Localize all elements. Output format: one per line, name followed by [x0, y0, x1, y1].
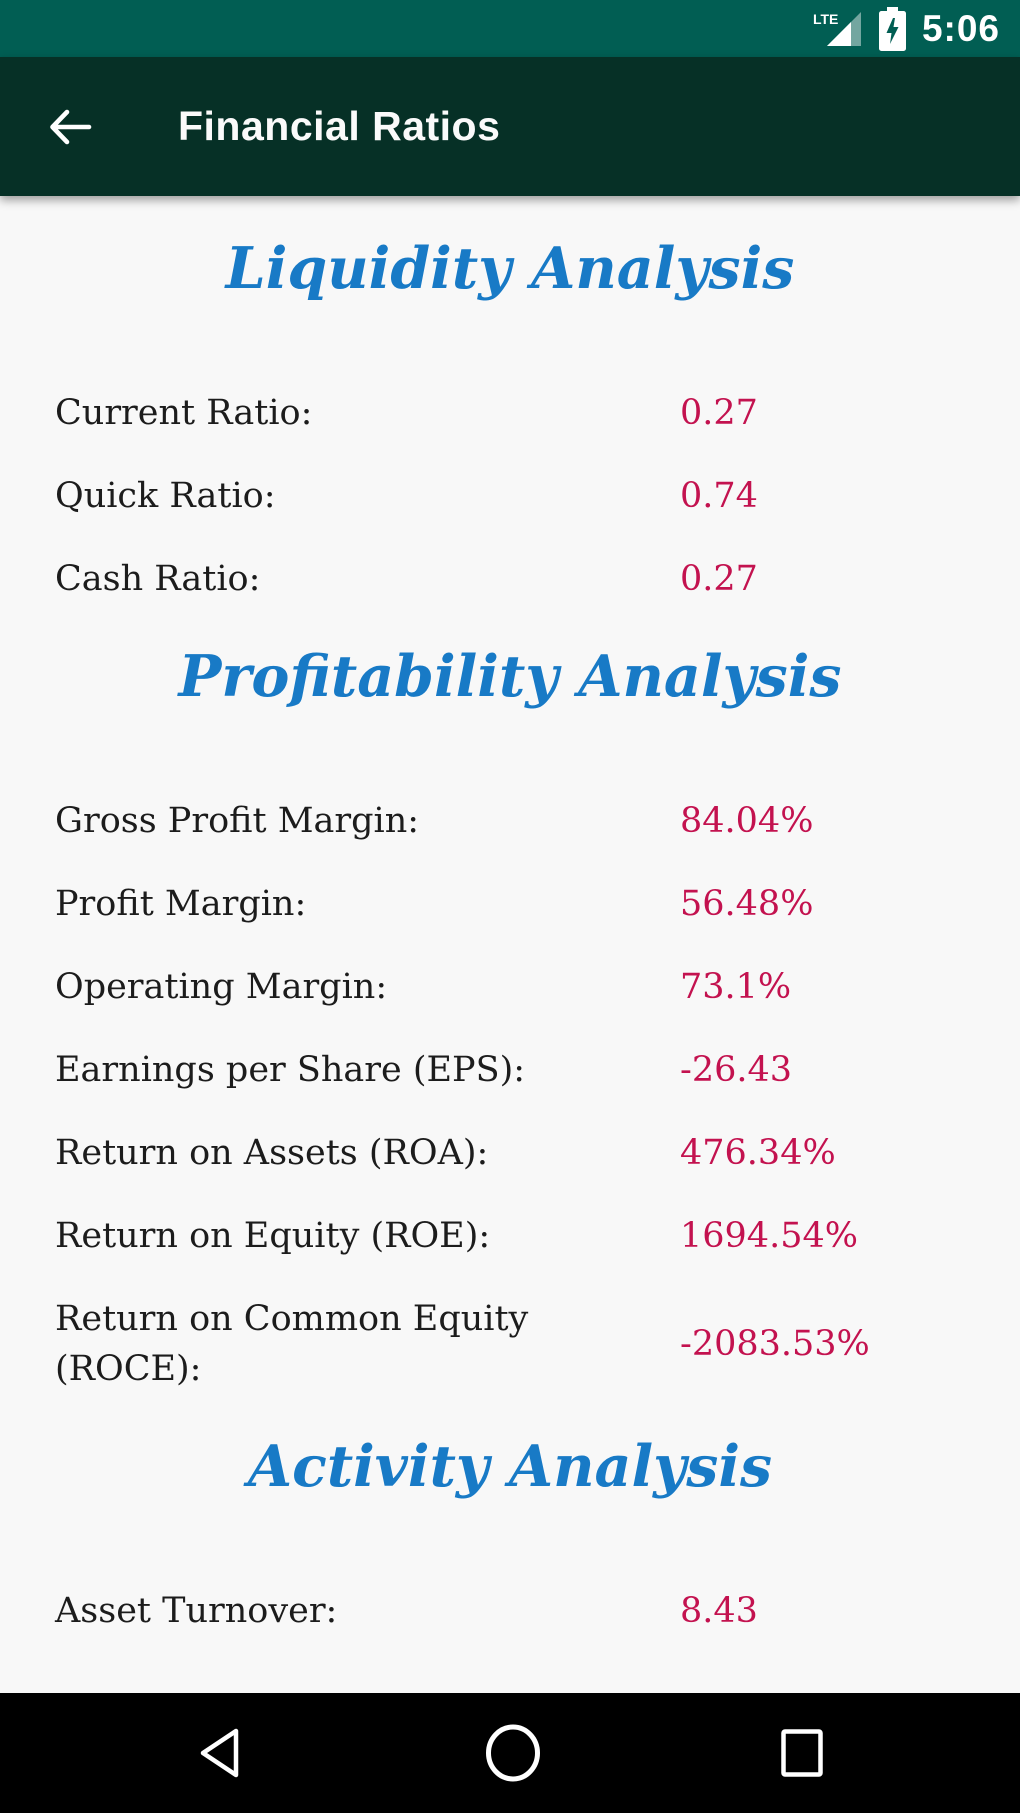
ratio-row: Profit Margin: 56.48% — [0, 879, 1020, 929]
ratio-row: Return on Common Equity (ROCE): -2083.53… — [0, 1294, 1020, 1394]
ratio-row: Quick Ratio: 0.74 — [0, 471, 1020, 521]
ratios-scroll-area[interactable]: Liquidity Analysis Current Ratio: 0.27 Q… — [0, 196, 1020, 1693]
activity-section: Activity Analysis Asset Turnover: 8.43 — [0, 1430, 1020, 1636]
ratio-row: Current Ratio: 0.27 — [0, 388, 1020, 438]
ratio-row: Return on Equity (ROE): 1694.54% — [0, 1211, 1020, 1261]
ratio-label: Return on Common Equity (ROCE): — [55, 1299, 529, 1389]
ratio-row: Gross Profit Margin: 84.04% — [0, 796, 1020, 846]
ratio-value: -26.43 — [680, 1050, 793, 1090]
ratio-label: Gross Profit Margin: — [55, 801, 420, 841]
section-title-profitability: Profitability Analysis — [178, 643, 842, 710]
ratio-label: Cash Ratio: — [55, 559, 261, 599]
section-title-activity: Activity Analysis — [247, 1433, 773, 1500]
nav-recents-button[interactable] — [780, 1728, 824, 1778]
battery-charging-icon — [878, 7, 906, 51]
ratio-value: 56.48% — [680, 884, 814, 924]
liquidity-section: Liquidity Analysis Current Ratio: 0.27 Q… — [0, 232, 1020, 604]
ratio-label: Return on Assets (ROA): — [55, 1133, 489, 1173]
lte-label: LTE — [812, 10, 839, 27]
lte-signal-icon: LTE — [813, 10, 863, 50]
arrow-left-icon — [50, 109, 92, 144]
signal-triangle-icon — [826, 11, 861, 46]
back-triangle-icon — [200, 1728, 239, 1778]
ratio-row: Return on Assets (ROA): 476.34% — [0, 1128, 1020, 1178]
app-bar: Financial Ratios — [0, 57, 1020, 196]
page-title: Financial Ratios — [178, 103, 501, 149]
ratio-value: 84.04% — [680, 801, 814, 841]
section-title-liquidity: Liquidity Analysis — [225, 235, 795, 302]
nav-home-button[interactable] — [485, 1724, 541, 1782]
ratio-value: 476.34% — [680, 1133, 836, 1173]
profitability-section: Profitability Analysis Gross Profit Marg… — [0, 640, 1020, 1394]
ratio-value: 1694.54% — [680, 1216, 858, 1256]
android-nav-bar — [0, 1693, 1020, 1813]
ratio-value: 0.27 — [680, 393, 758, 433]
ratio-label: Profit Margin: — [55, 884, 307, 924]
ratio-label: Asset Turnover: — [55, 1591, 338, 1631]
ratio-row: Operating Margin: 73.1% — [0, 962, 1020, 1012]
ratio-label: Earnings per Share (EPS): — [55, 1050, 526, 1090]
ratio-row: Asset Turnover: 8.43 — [0, 1586, 1020, 1636]
ratio-label: Return on Equity (ROE): — [55, 1216, 491, 1256]
ratio-label: Quick Ratio: — [55, 476, 276, 516]
ratio-value: 0.74 — [680, 476, 758, 516]
ratio-label: Current Ratio: — [55, 393, 313, 433]
ratio-value: 8.43 — [680, 1591, 758, 1631]
nav-back-button[interactable] — [196, 1726, 246, 1780]
status-clock: 5:06 — [921, 7, 1000, 49]
ratio-row: Earnings per Share (EPS): -26.43 — [0, 1045, 1020, 1095]
ratio-value: 73.1% — [680, 967, 792, 1007]
ratio-row: Cash Ratio: 0.27 — [0, 554, 1020, 604]
recents-square-icon — [781, 1729, 823, 1777]
home-circle-icon — [486, 1724, 540, 1782]
ratio-value: 0.27 — [680, 559, 758, 599]
ratio-value: -2083.53% — [680, 1324, 870, 1364]
status-bar: LTE 5:06 — [0, 0, 1020, 57]
ratio-label: Operating Margin: — [55, 967, 388, 1007]
back-button[interactable] — [44, 101, 96, 153]
